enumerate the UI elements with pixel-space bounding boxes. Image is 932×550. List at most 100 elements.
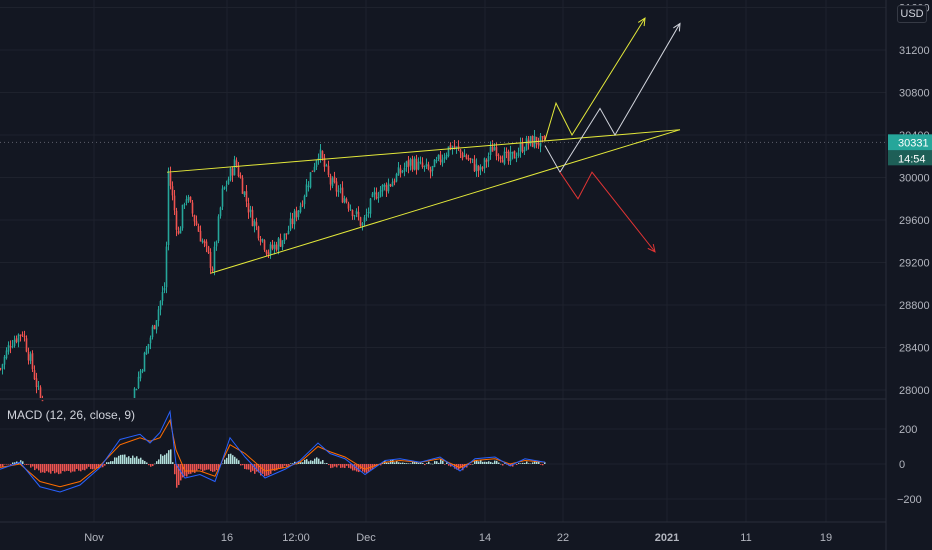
- macd-histogram-bar: [0, 464, 2, 467]
- candle-body: [319, 149, 322, 159]
- candle-body: [363, 217, 366, 223]
- candle-body: [303, 196, 306, 205]
- candle-body: [465, 155, 468, 159]
- macd-histogram-bar: [168, 450, 170, 464]
- macd-histogram-bar: [296, 463, 298, 465]
- macd-histogram-bar: [62, 464, 64, 471]
- price-axis[interactable]: 2800028400288002920029600300003040030800…: [899, 3, 930, 398]
- candle-body: [421, 162, 424, 167]
- macd-histogram-bar: [64, 464, 66, 472]
- candle-body: [459, 149, 462, 153]
- macd-histogram-bar: [496, 460, 498, 464]
- currency-button[interactable]: USD: [897, 5, 927, 23]
- time-tick-label: 19: [820, 532, 832, 544]
- candle-body: [341, 187, 344, 203]
- macd-histogram-bar: [408, 463, 410, 464]
- candle-body: [387, 183, 390, 192]
- candle-body: [515, 157, 518, 159]
- candle-body: [357, 212, 360, 218]
- time-axis[interactable]: Nov 16 12:00 Dec 14 22 2021 11 19: [84, 532, 832, 544]
- macd-histogram-bar: [432, 463, 434, 465]
- candle-body: [371, 193, 374, 198]
- macd-histogram-bar: [468, 464, 470, 466]
- macd-axis[interactable]: 200 0 −200: [897, 424, 922, 506]
- candle-body: [255, 222, 258, 226]
- candle-body: [429, 169, 432, 173]
- candle-body: [483, 158, 486, 169]
- candle-body: [41, 400, 44, 402]
- candle-body: [541, 136, 544, 138]
- candle-body: [349, 208, 352, 210]
- macd-histogram-bar: [154, 463, 156, 465]
- macd-histogram-bar: [490, 461, 492, 464]
- candle-body: [509, 151, 512, 162]
- candle-body: [175, 210, 178, 230]
- macd-histogram-bar: [326, 463, 328, 464]
- macd-histogram-bar: [502, 464, 504, 466]
- macd-histogram-bar: [306, 459, 308, 464]
- candle-body: [25, 338, 28, 352]
- macd-histogram-bar: [206, 464, 208, 470]
- candle-body: [209, 251, 212, 268]
- macd-histogram-bar: [454, 464, 456, 469]
- macd-histogram-bar: [520, 463, 522, 464]
- candle-body: [33, 370, 36, 380]
- macd-histogram-bar: [260, 464, 262, 476]
- scenario-path-white: [544, 23, 681, 174]
- macd-signal-line: [0, 418, 546, 488]
- macd-histogram-bar: [538, 461, 540, 464]
- price-tick-label: 28000: [899, 385, 930, 397]
- candle-body: [405, 161, 408, 168]
- macd-histogram-bar: [290, 463, 292, 464]
- candle-body: [457, 146, 460, 149]
- macd-histogram-bar: [54, 464, 56, 474]
- candle-body: [275, 244, 278, 251]
- candle-body: [407, 160, 410, 168]
- macd-histogram-bar: [292, 463, 294, 464]
- price-tick-label: 31200: [899, 45, 930, 57]
- macd-histogram-bar: [164, 454, 166, 464]
- candle-body: [399, 168, 402, 174]
- candle-body: [263, 240, 266, 250]
- candle-body: [461, 152, 464, 159]
- macd-indicator-label[interactable]: MACD (12, 26, close, 9): [7, 408, 136, 422]
- candle-body: [135, 389, 138, 391]
- macd-histogram-bar: [416, 461, 418, 464]
- macd-histogram-bar: [534, 461, 536, 464]
- scenario-arrowhead-white: [673, 22, 681, 32]
- scenario-arrowhead-yellow: [637, 17, 646, 27]
- candle-body: [143, 352, 146, 372]
- time-tick-label: Nov: [84, 532, 104, 544]
- candle-body: [427, 164, 430, 170]
- macd-histogram-bar: [322, 460, 324, 464]
- macd-histogram-bar: [200, 464, 202, 470]
- candle-body: [173, 195, 176, 211]
- candle-body: [189, 196, 192, 202]
- macd-histogram-bar: [382, 463, 384, 464]
- macd-histogram-bar: [108, 462, 110, 464]
- macd-histogram-bar: [512, 464, 514, 467]
- candle-body: [191, 202, 194, 214]
- candle-body: [347, 203, 350, 209]
- macd-histogram-bar: [484, 461, 486, 464]
- candle-body: [471, 158, 474, 160]
- candle-body: [221, 188, 224, 207]
- candle-body: [27, 351, 30, 361]
- candle-body: [23, 335, 26, 338]
- macd-histogram-bar: [320, 461, 322, 464]
- candle-body: [531, 135, 534, 147]
- candle-body: [21, 334, 24, 336]
- macd-histogram-bar: [240, 464, 242, 466]
- macd-histogram-bar: [284, 464, 286, 466]
- macd-histogram-bar: [34, 464, 36, 471]
- macd-histogram-bar: [172, 462, 174, 464]
- candle-body: [247, 203, 250, 213]
- macd-histogram-bar: [36, 464, 38, 469]
- macd-histogram-bar: [428, 461, 430, 464]
- macd-histogram-bar: [214, 464, 216, 472]
- candle-body: [525, 138, 528, 151]
- wedge-upper-line: [166, 129, 681, 173]
- macd-histogram-bar: [166, 453, 168, 464]
- macd-histogram-bar: [266, 464, 268, 476]
